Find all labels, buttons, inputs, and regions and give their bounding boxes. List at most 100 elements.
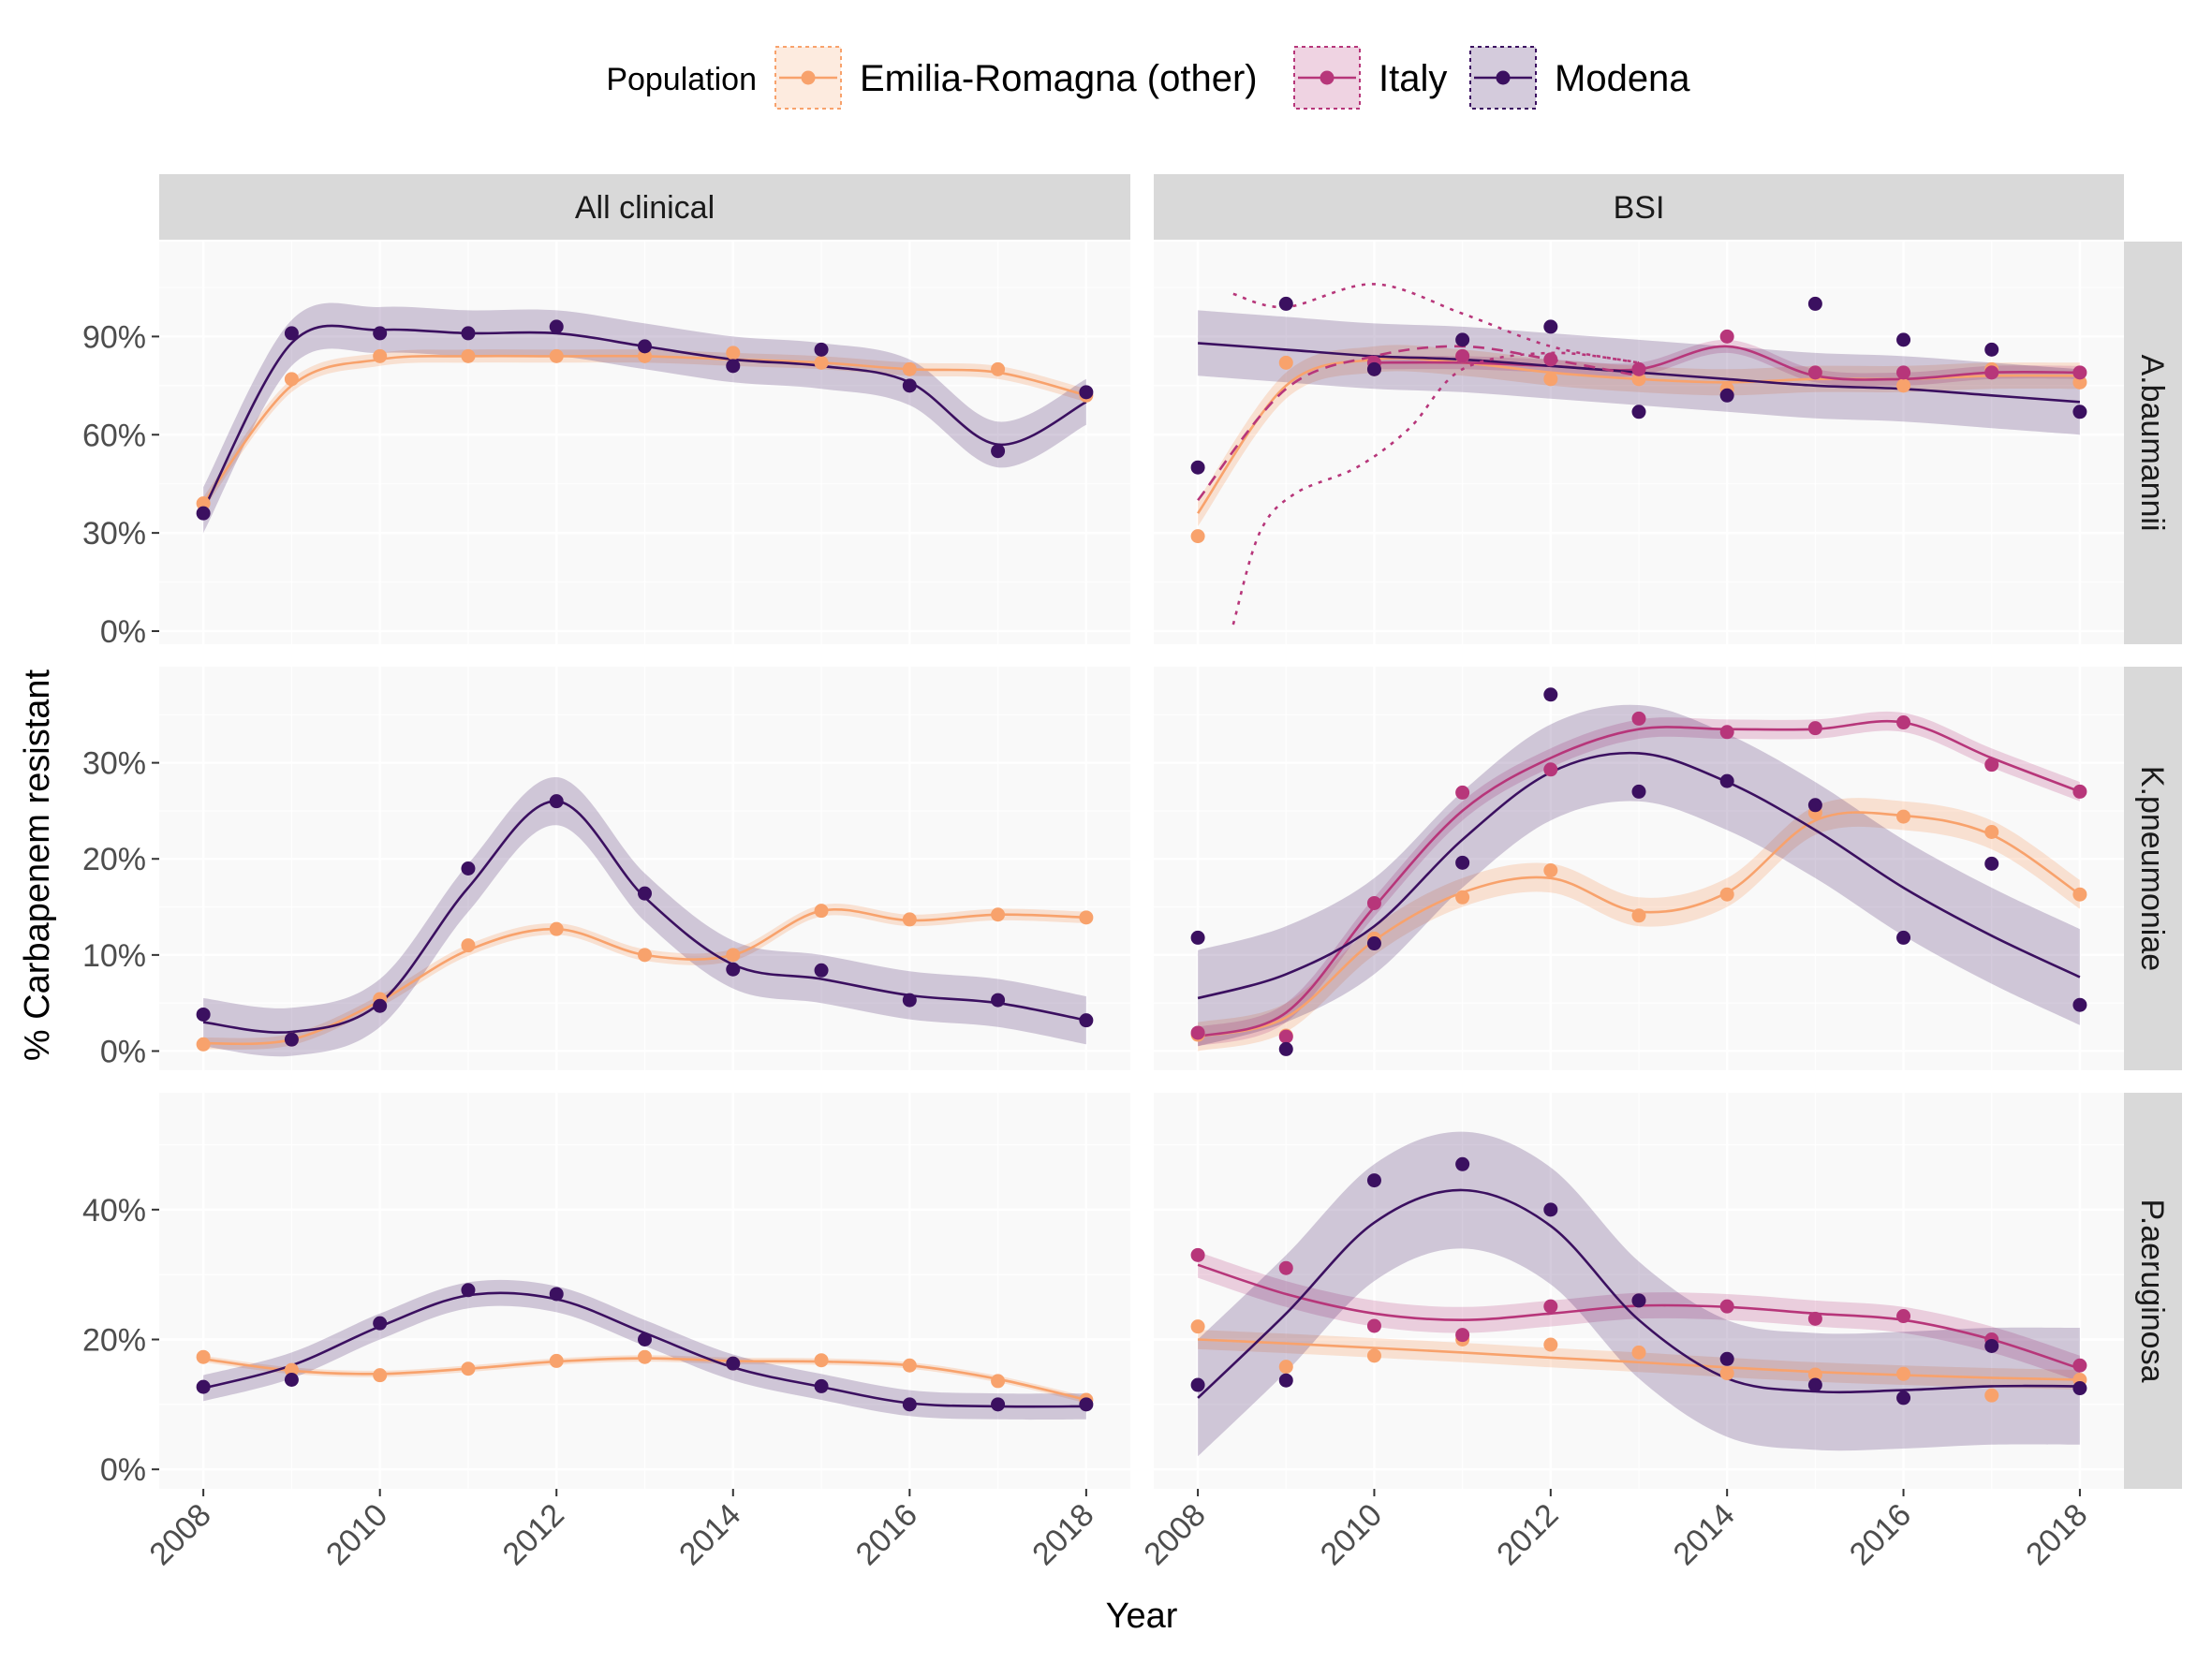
data-point [1719, 725, 1734, 740]
data-point [1896, 1366, 1911, 1381]
data-point [1631, 361, 1646, 376]
data-point [1631, 372, 1646, 387]
y-tick-label: 30% [82, 516, 146, 552]
data-point [1190, 930, 1205, 945]
data-point [1807, 721, 1822, 736]
data-point [1455, 785, 1470, 800]
y-tick-label: 90% [82, 319, 146, 355]
trend-line [1374, 345, 2080, 381]
data-point [1984, 856, 1999, 871]
data-point [2072, 1381, 2087, 1396]
data-point [1896, 378, 1911, 393]
facet-label-column: All clinical [575, 190, 715, 226]
data-point [549, 794, 564, 809]
x-tick-label: 2010 [1314, 1497, 1389, 1572]
data-point [1079, 385, 1094, 400]
data-point [1543, 372, 1558, 387]
data-point [1631, 784, 1646, 799]
data-point [1543, 1299, 1558, 1314]
data-point [373, 326, 388, 341]
data-point [284, 1373, 299, 1388]
data-point [1278, 1360, 1293, 1375]
data-point [1455, 348, 1470, 363]
facet-strip-column [159, 174, 1130, 240]
data-point [1984, 1338, 1999, 1353]
x-tick-label: 2014 [1666, 1497, 1741, 1572]
data-point [991, 993, 1006, 1008]
data-point [814, 904, 829, 919]
data-point [461, 348, 476, 363]
x-tick-label: 2018 [2019, 1497, 2094, 1572]
x-tick-label: 2016 [849, 1497, 924, 1572]
facet-label-column: BSI [1614, 190, 1665, 226]
data-point [1455, 1156, 1470, 1171]
data-point [1807, 365, 1822, 380]
data-point [1278, 296, 1293, 311]
data-point [2072, 784, 2087, 799]
confidence-band [203, 302, 1086, 534]
data-point [1278, 1041, 1293, 1056]
data-point [1631, 1293, 1646, 1308]
facet-strip-column [1154, 174, 2124, 240]
data-point [1079, 1397, 1094, 1412]
data-point [549, 921, 564, 936]
data-point [1543, 1337, 1558, 1352]
data-point [2072, 365, 2087, 380]
data-point [1190, 529, 1205, 544]
data-point [1896, 1309, 1911, 1324]
data-point [726, 962, 741, 977]
data-point [1896, 715, 1911, 730]
data-point [1631, 711, 1646, 726]
data-point [902, 1397, 917, 1412]
data-point [1807, 296, 1822, 311]
data-point [1807, 1377, 1822, 1392]
data-point [1807, 798, 1822, 813]
data-point [991, 1374, 1006, 1389]
data-point [196, 1037, 211, 1052]
confidence-band [203, 1279, 1086, 1420]
data-point [196, 1007, 211, 1022]
data-point [726, 948, 741, 963]
data-point [373, 1368, 388, 1383]
data-point [1719, 1366, 1734, 1381]
data-point [461, 326, 476, 341]
data-point [1631, 1345, 1646, 1360]
data-point [1719, 1299, 1734, 1314]
facet-label-row: P.aeruginosa [2134, 1199, 2170, 1383]
data-point [1719, 773, 1734, 788]
data-point [1807, 1367, 1822, 1382]
data-point [726, 346, 741, 361]
data-point [549, 319, 564, 334]
data-point [1543, 863, 1558, 878]
data-point [1190, 1025, 1205, 1040]
data-point [1896, 1391, 1911, 1405]
data-point [1079, 1013, 1094, 1028]
y-tick-label: 60% [82, 418, 146, 453]
data-point [549, 1287, 564, 1302]
data-point [373, 1316, 388, 1331]
legend-label: Italy [1379, 58, 1447, 99]
x-tick-label: 2016 [1843, 1497, 1918, 1572]
data-point [196, 496, 211, 511]
y-tick-label: 0% [100, 1452, 146, 1488]
data-point [1984, 365, 1999, 380]
data-point [284, 1032, 299, 1047]
data-point [1984, 825, 1999, 840]
data-point [902, 1358, 917, 1373]
data-point [902, 378, 917, 393]
data-point [1278, 1260, 1293, 1275]
y-tick-label: 10% [82, 938, 146, 974]
data-point [902, 361, 917, 376]
data-point [638, 339, 652, 354]
data-point [2072, 997, 2087, 1012]
data-point [1455, 332, 1470, 347]
data-point [1719, 329, 1734, 344]
data-point [1366, 1348, 1381, 1363]
legend-entry: Emilia-Romagna (other) [774, 46, 1258, 110]
panel-plot-area [1197, 704, 2081, 1052]
data-point [1631, 405, 1646, 419]
trend-line [1231, 351, 1640, 625]
data-point [284, 326, 299, 341]
data-point [2072, 887, 2087, 902]
